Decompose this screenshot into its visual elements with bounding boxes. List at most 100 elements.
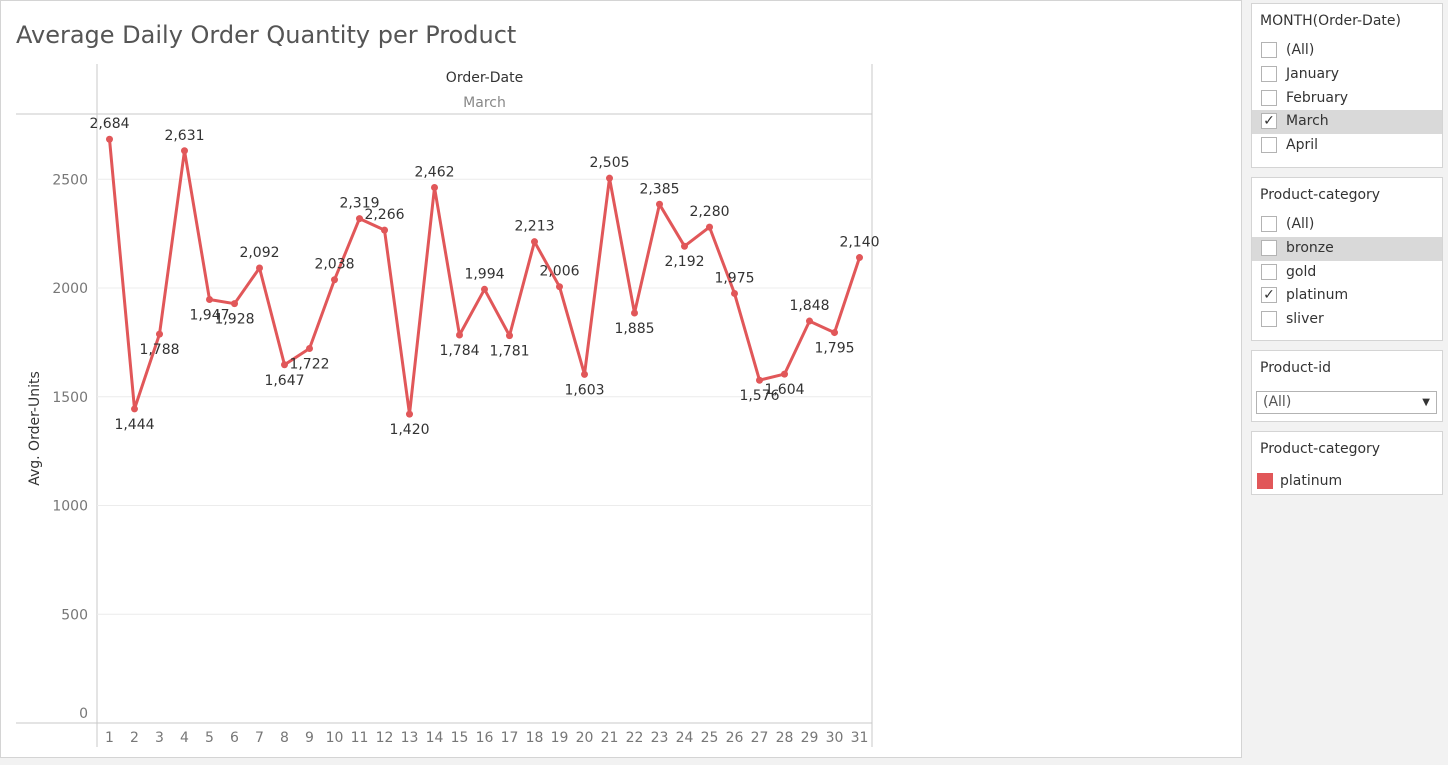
x-tick-label: 17 (501, 730, 519, 746)
x-tick-label: 22 (626, 730, 644, 746)
data-label: 2,505 (589, 155, 629, 171)
data-label: 2,092 (239, 245, 279, 261)
filter-option-label: (All) (1286, 216, 1315, 232)
x-tick-label: 29 (801, 730, 819, 746)
legend-title: Product-category (1260, 441, 1381, 457)
x-tick-label: 11 (351, 730, 369, 746)
data-point (306, 344, 313, 352)
filter-option[interactable]: ✓ platinum (1252, 284, 1442, 308)
legend-item-label: platinum (1280, 473, 1343, 489)
filter-checkbox[interactable] (1261, 42, 1277, 58)
data-point (756, 376, 763, 384)
x-tick-label: 1 (105, 730, 114, 746)
filter-option[interactable]: bronze (1252, 236, 1442, 261)
x-tick-label: 31 (851, 730, 869, 746)
data-label: 1,788 (139, 342, 179, 358)
filter-checkbox[interactable]: ✓ (1261, 113, 1277, 130)
y-tick-label: 0 (79, 706, 88, 722)
data-label: 1,975 (714, 270, 754, 286)
data-label: 2,684 (89, 116, 129, 132)
filter-option[interactable]: (All) (1252, 39, 1442, 63)
checkmark-icon: ✓ (1263, 113, 1275, 130)
x-tick-label: 26 (726, 730, 744, 746)
data-point (781, 370, 788, 378)
legend-item-platinum[interactable]: platinum (1252, 467, 1442, 495)
checkmark-icon: ✓ (1263, 287, 1275, 304)
filter-option-label: bronze (1286, 239, 1334, 256)
data-label: 1,444 (114, 417, 154, 433)
filter-checkbox[interactable] (1261, 263, 1277, 280)
data-point (731, 289, 738, 297)
data-label: 2,140 (839, 235, 879, 251)
x-tick-label: 30 (826, 730, 844, 746)
data-point (381, 226, 388, 234)
month-filter-title: MONTH(Order-Date) (1260, 13, 1401, 29)
data-label: 2,462 (414, 165, 454, 181)
filter-option-label: February (1286, 89, 1349, 106)
filter-option[interactable]: January (1252, 63, 1442, 87)
filter-option[interactable]: February (1252, 87, 1442, 111)
y-axis-label: Avg. Order-Units (27, 371, 43, 486)
data-point (406, 410, 413, 418)
data-point (231, 300, 238, 308)
category-filter-card: Product-category (All) bronze gold ✓ platinu… (1251, 177, 1443, 341)
x-tick-label: 6 (230, 730, 239, 746)
filter-option-label: March (1286, 113, 1329, 130)
data-point (256, 264, 263, 272)
filter-checkbox[interactable] (1261, 65, 1277, 82)
product-id-dropdown-value: (All) (1263, 394, 1292, 410)
data-label: 2,038 (314, 257, 354, 273)
column-header-value: March (463, 95, 506, 111)
data-point (281, 361, 288, 369)
data-point (181, 147, 188, 155)
filter-option[interactable]: sliver (1252, 308, 1442, 332)
data-label: 1,947 (189, 308, 229, 324)
data-point (806, 317, 813, 325)
y-tick-label: 1000 (52, 499, 88, 515)
data-point (706, 223, 713, 231)
filter-option[interactable]: (All) (1252, 213, 1442, 237)
x-tick-label: 13 (401, 730, 419, 746)
color-legend-card: Product-category platinum (1251, 431, 1443, 495)
data-point (156, 330, 163, 338)
x-tick-label: 21 (601, 730, 619, 746)
filter-option[interactable]: gold (1252, 261, 1442, 285)
data-label: 1,420 (389, 422, 429, 438)
filter-checkbox[interactable] (1261, 137, 1277, 154)
data-point (481, 285, 488, 293)
data-point (506, 332, 513, 340)
data-point (106, 135, 113, 143)
chevron-down-icon[interactable]: ▼ (1422, 397, 1430, 408)
filter-checkbox[interactable]: ✓ (1261, 287, 1277, 304)
data-label: 2,385 (639, 181, 679, 197)
data-label: 2,192 (664, 254, 704, 270)
data-label: 1,603 (564, 382, 604, 398)
x-tick-label: 8 (280, 730, 289, 746)
data-point (681, 242, 688, 250)
chart-title: Average Daily Order Quantity per Product (16, 21, 517, 49)
x-tick-label: 3 (155, 730, 164, 746)
data-point (856, 254, 863, 262)
filter-checkbox[interactable] (1261, 89, 1277, 106)
x-tick-label: 20 (576, 730, 594, 746)
filter-checkbox[interactable] (1261, 216, 1277, 232)
product-id-dropdown[interactable]: (All) ▼ (1256, 391, 1437, 414)
x-tick-label: 10 (326, 730, 344, 746)
filter-checkbox[interactable] (1261, 311, 1277, 328)
data-label: 1,848 (789, 298, 829, 314)
data-point (356, 215, 363, 223)
x-tick-label: 28 (776, 730, 794, 746)
data-label: 1,722 (289, 356, 329, 372)
data-label: 1,647 (264, 373, 304, 389)
data-label: 2,319 (339, 196, 379, 212)
x-tick-label: 5 (205, 730, 214, 746)
data-point (656, 200, 663, 208)
data-label: 1,994 (464, 266, 504, 282)
product-id-filter-card: Product-id (All) ▼ (1251, 350, 1443, 422)
filter-option[interactable]: ✓ March (1252, 110, 1442, 135)
filter-option[interactable]: April (1252, 134, 1442, 158)
data-label: 1,795 (814, 341, 854, 357)
filter-checkbox[interactable] (1261, 239, 1277, 256)
data-point (606, 174, 613, 182)
data-point (431, 184, 438, 192)
